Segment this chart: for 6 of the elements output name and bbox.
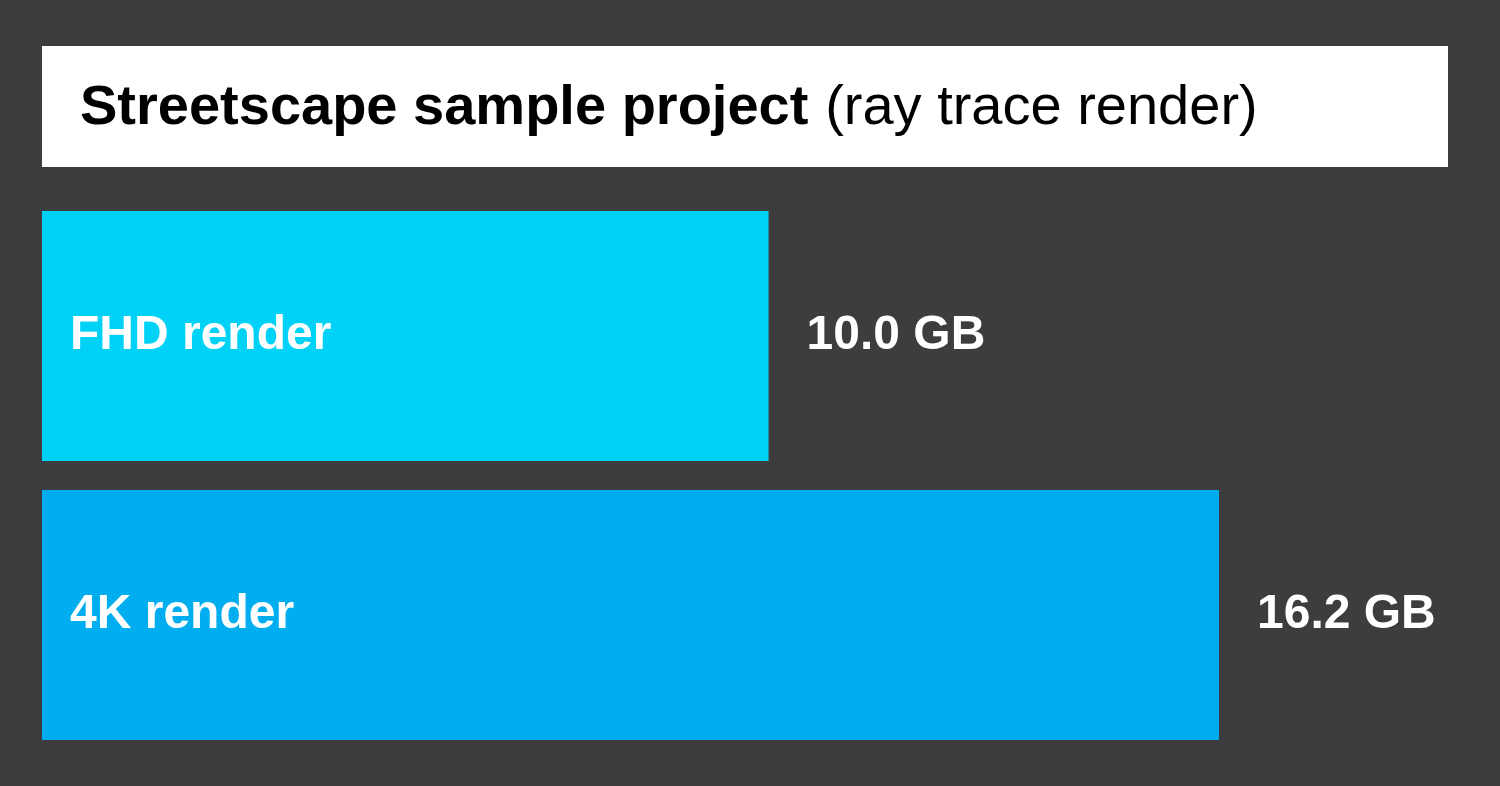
- y-tick-label: 4K render: [70, 585, 295, 639]
- data-label: 16.2 GB: [1257, 585, 1436, 639]
- chart-subtitle: (ray trace render): [825, 72, 1258, 136]
- y-tick-label: FHD render: [70, 306, 332, 360]
- data-label: 10.0 GB: [806, 306, 986, 360]
- chart-title: Streetscape sample project: [80, 72, 809, 136]
